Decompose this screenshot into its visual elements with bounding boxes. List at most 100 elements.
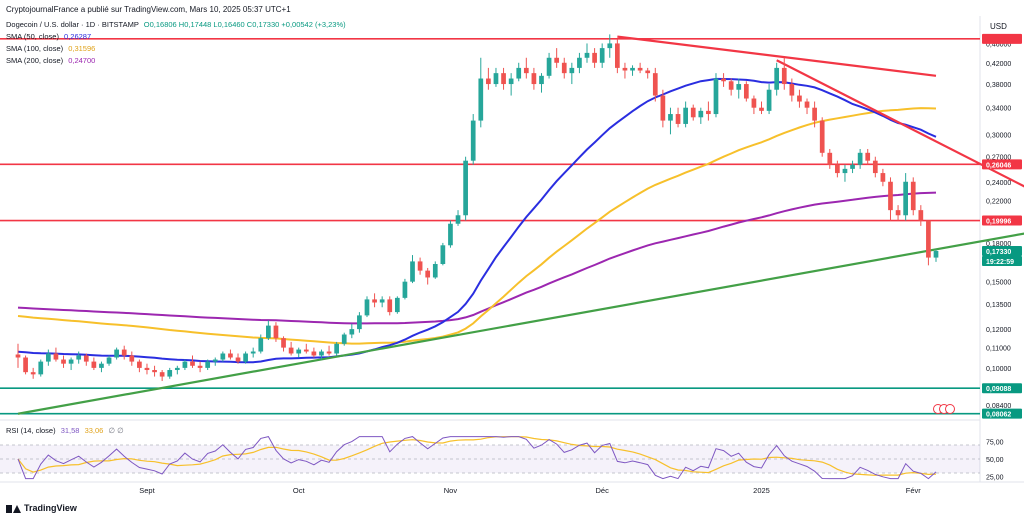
candle-body bbox=[508, 78, 514, 85]
candle bbox=[174, 365, 180, 375]
candle-body bbox=[266, 325, 271, 339]
candle bbox=[569, 62, 575, 85]
candle-body bbox=[774, 67, 780, 90]
candle-body bbox=[152, 370, 157, 373]
candle bbox=[319, 349, 324, 360]
sma200-legend[interactable]: SMA (200, close) 0,24700 bbox=[6, 56, 95, 65]
price-tick-label: 0,12000 bbox=[986, 327, 1011, 334]
candle bbox=[766, 84, 772, 115]
candle-body bbox=[690, 107, 696, 118]
rsi-tick-label: 75,00 bbox=[986, 440, 1004, 447]
candle bbox=[835, 160, 840, 178]
candle bbox=[584, 43, 590, 63]
tradingview-footer[interactable]: TradingView bbox=[6, 503, 77, 513]
candle-body bbox=[706, 110, 711, 115]
candle-body bbox=[827, 152, 833, 165]
sma200-line bbox=[17, 191, 937, 325]
candle-body bbox=[341, 334, 347, 344]
candle-body bbox=[137, 361, 142, 368]
candle bbox=[76, 351, 82, 364]
candle-body bbox=[425, 270, 431, 278]
candle bbox=[288, 341, 294, 356]
price-tick-label: 0,13500 bbox=[986, 302, 1011, 309]
price-badge-text: 0,08062 bbox=[986, 412, 1011, 419]
price-axis: USD 0,46000 0,42000 0,38000 0,34000 0,30000 0,… bbox=[986, 22, 1011, 410]
candle bbox=[599, 43, 605, 68]
candle-body bbox=[516, 67, 522, 79]
candle-body bbox=[759, 107, 764, 111]
candle bbox=[190, 355, 195, 368]
price-badge: 19:22:59 bbox=[982, 255, 1022, 266]
candle-body bbox=[417, 261, 423, 271]
candle-body bbox=[660, 95, 666, 121]
candle bbox=[387, 296, 393, 316]
candle bbox=[539, 73, 544, 93]
candle bbox=[660, 89, 666, 128]
sma50-legend[interactable]: SMA (50, close) 0,26287 bbox=[6, 32, 91, 41]
candle-body bbox=[83, 355, 89, 362]
candle bbox=[402, 278, 408, 300]
price-tick-label: 0,08400 bbox=[986, 403, 1011, 410]
candle bbox=[683, 101, 688, 128]
candle-body bbox=[296, 349, 302, 354]
rsi-legend[interactable]: RSI (14, close) 31,58 33,06 ∅ ∅ bbox=[6, 426, 124, 435]
candle bbox=[546, 52, 552, 79]
trendline bbox=[617, 35, 937, 77]
candle-body bbox=[645, 70, 651, 74]
price-badge-bg bbox=[982, 255, 1022, 266]
price-badge-text: 0,26046 bbox=[986, 162, 1011, 169]
brand-name: TradingView bbox=[24, 503, 77, 513]
candle bbox=[45, 349, 51, 366]
candle bbox=[68, 357, 74, 371]
price-badge: 0,26046 bbox=[982, 159, 1022, 170]
candle bbox=[888, 177, 893, 221]
candle bbox=[872, 156, 878, 178]
price-badge: 0,17330 bbox=[982, 245, 1022, 256]
candle-body bbox=[933, 250, 939, 258]
candle-body bbox=[144, 367, 150, 371]
price-axis-currency: USD bbox=[990, 22, 1007, 31]
candle bbox=[508, 73, 514, 96]
candle-body bbox=[182, 361, 188, 368]
sma100-legend[interactable]: SMA (100, close) 0,31596 bbox=[6, 44, 95, 53]
candle bbox=[364, 296, 370, 318]
candle-body bbox=[190, 361, 195, 366]
price-tick-label: 0,11000 bbox=[986, 346, 1011, 353]
candle bbox=[311, 347, 317, 358]
price-tick-label: 0,27000 bbox=[986, 155, 1011, 162]
candle bbox=[212, 357, 218, 366]
candle-body bbox=[38, 361, 44, 375]
candle bbox=[463, 156, 468, 221]
candle-body bbox=[637, 67, 643, 71]
candle-body bbox=[319, 351, 324, 356]
sma200-value: 0,24700 bbox=[68, 56, 96, 65]
candle bbox=[926, 220, 931, 266]
candle bbox=[630, 65, 635, 76]
candle-body bbox=[918, 210, 924, 221]
candle-body bbox=[197, 365, 203, 368]
candle-body bbox=[15, 354, 21, 358]
candle bbox=[152, 365, 157, 377]
candle-body bbox=[243, 353, 248, 362]
candle bbox=[736, 78, 742, 99]
price-badge-bg bbox=[982, 215, 1022, 226]
candle bbox=[637, 62, 643, 74]
candle bbox=[144, 363, 150, 375]
rsi-ma-line bbox=[17, 436, 937, 476]
ohlc-values: O0,16806 H0,17448 L0,16460 C0,17330 +0,0… bbox=[143, 20, 346, 29]
candle bbox=[827, 148, 833, 169]
rsi-label: RSI (14, close) bbox=[6, 426, 56, 435]
candle bbox=[137, 359, 142, 373]
candle-body bbox=[61, 359, 66, 364]
candle bbox=[781, 57, 787, 90]
candle-body bbox=[607, 43, 613, 49]
candle-body bbox=[258, 338, 264, 352]
candle bbox=[478, 57, 484, 128]
candle-body bbox=[895, 210, 901, 216]
candle-body bbox=[713, 78, 719, 115]
candle-body bbox=[926, 220, 931, 258]
price-tick-label: 0,18000 bbox=[986, 241, 1011, 248]
sma200-label: SMA (200, close) bbox=[6, 56, 64, 65]
